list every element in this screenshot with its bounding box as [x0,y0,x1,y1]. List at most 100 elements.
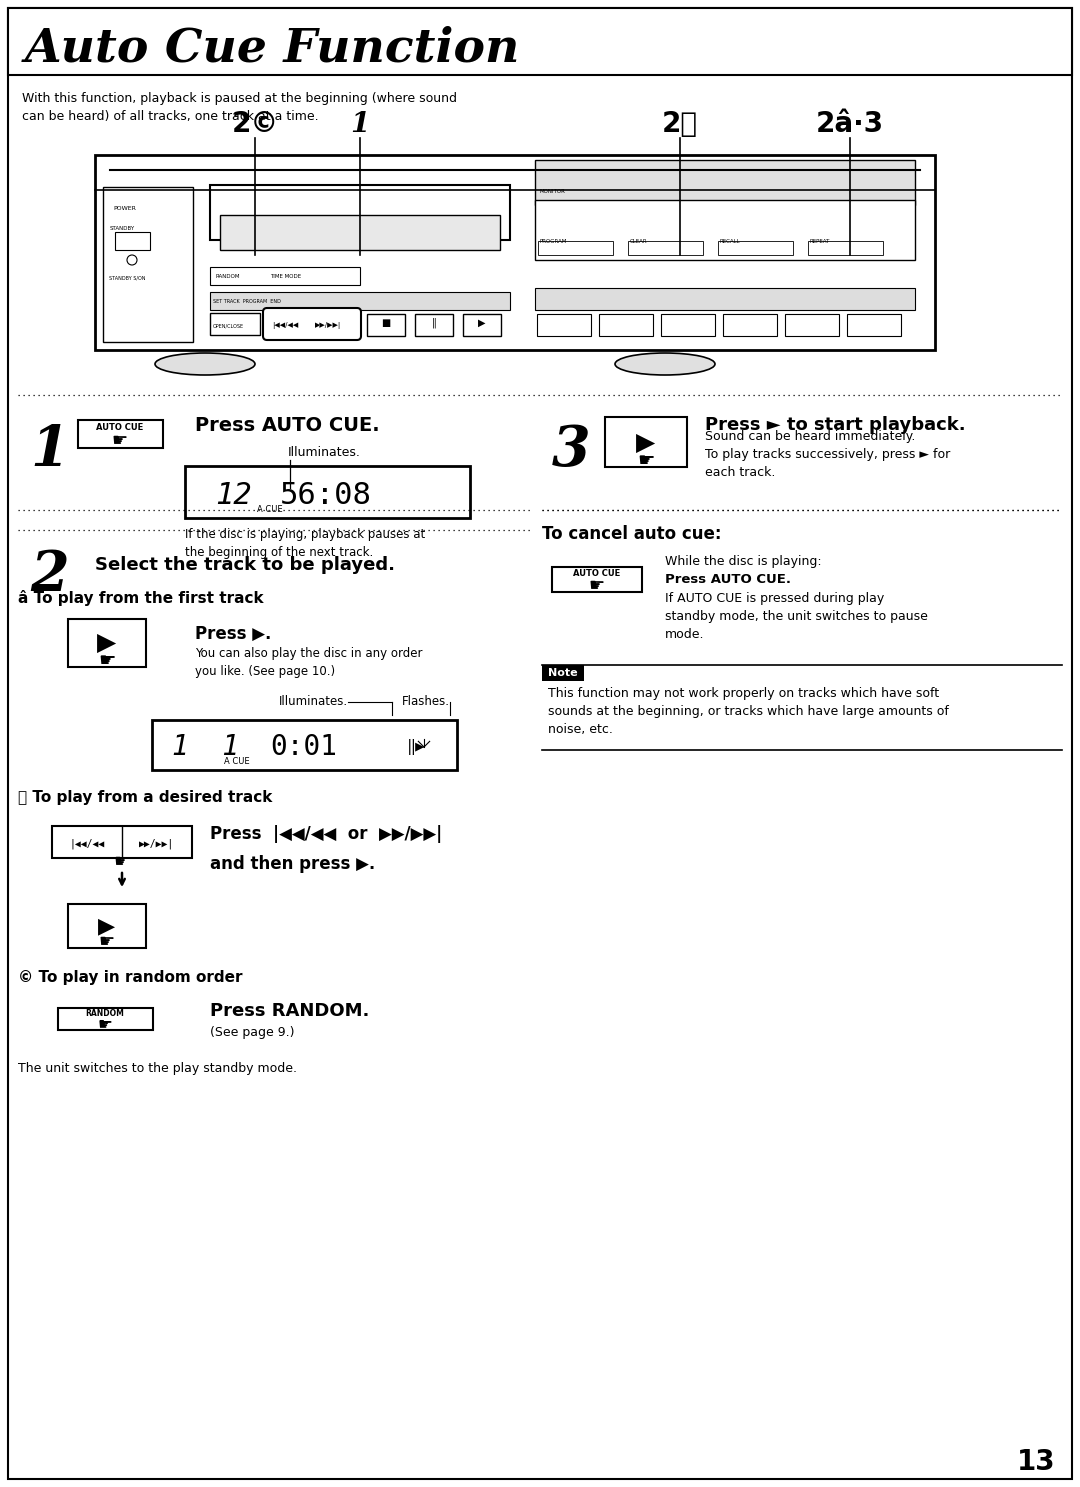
Text: 1: 1 [30,422,69,477]
Text: ▶▶/▶▶|: ▶▶/▶▶| [315,323,341,329]
Text: ■: ■ [381,318,391,329]
Text: 0:01: 0:01 [270,733,337,761]
Bar [723,314,777,336]
Text: STANDBY S/ON: STANDBY S/ON [109,277,146,281]
Text: AUTO CUE: AUTO CUE [96,424,144,433]
Bar [95,155,935,349]
Bar [8,7,1072,74]
Bar [463,314,501,336]
Text: OPEN/CLOSE: OPEN/CLOSE [213,323,244,329]
Text: Press AUTO CUE.: Press AUTO CUE. [195,416,380,436]
Text: ▶: ▶ [98,916,116,935]
Bar [627,241,703,254]
Text: REPEAT: REPEAT [810,239,831,244]
Bar [785,314,839,336]
Text: 3: 3 [552,422,591,477]
Bar [847,314,901,336]
Text: RANDOM: RANDOM [85,1010,124,1019]
Text: You can also play the disc in any order
you like. (See page 10.): You can also play the disc in any order … [195,647,422,678]
Text: 13: 13 [1016,1448,1055,1477]
Text: 1  1: 1 1 [172,733,239,761]
Text: ☛: ☛ [98,650,116,669]
Bar [535,161,915,205]
Text: Press RANDOM.: Press RANDOM. [210,1002,369,1020]
Text: MONITOR: MONITOR [540,189,566,193]
Bar [68,904,146,949]
Text: Illuminates.: Illuminates. [288,446,361,459]
Text: If the disc is playing, playback pauses at
the beginning of the next track.: If the disc is playing, playback pauses … [185,528,426,559]
Text: CLEAR: CLEAR [630,239,648,244]
Text: ☛: ☛ [637,451,654,470]
Text: Ⓑ To play from a desired track: Ⓑ To play from a desired track [18,790,272,804]
Text: Select the track to be played.: Select the track to be played. [95,556,395,574]
Text: |◀◀/◀◀: |◀◀/◀◀ [272,323,298,329]
Text: and then press ▶.: and then press ▶. [210,855,375,873]
Text: 12: 12 [215,480,252,510]
Text: ☛: ☛ [589,577,605,595]
Text: Auto Cue Function: Auto Cue Function [25,25,521,71]
Text: If AUTO CUE is pressed during play
standby mode, the unit switches to pause
mode: If AUTO CUE is pressed during play stand… [665,592,928,641]
Bar [58,1008,153,1030]
Circle shape [127,254,137,265]
Text: A CUE: A CUE [257,506,283,515]
Text: ☛: ☛ [97,1016,112,1033]
Text: Press  |◀◀/◀◀  or  ▶▶/▶▶|: Press |◀◀/◀◀ or ▶▶/▶▶| [210,825,442,843]
Text: â To play from the first track: â To play from the first track [18,590,264,607]
Bar [542,665,584,681]
Text: This function may not work properly on tracks which have soft
sounds at the begi: This function may not work properly on t… [548,687,949,736]
Bar [808,241,883,254]
Bar [718,241,793,254]
Text: ☛: ☛ [112,433,129,451]
Ellipse shape [156,352,255,375]
Text: |◀◀/◀◀: |◀◀/◀◀ [69,839,105,849]
Bar [210,184,510,239]
Text: The unit switches to the play standby mode.: The unit switches to the play standby mo… [18,1062,297,1075]
Text: RANDOM: RANDOM [215,274,240,280]
Text: 2Ⓑ: 2Ⓑ [662,110,698,138]
Bar [535,199,915,260]
Text: SET TRACK  PROGRAM  END: SET TRACK PROGRAM END [213,299,281,303]
Text: ‖▶: ‖▶ [407,739,426,755]
Text: 1: 1 [350,112,369,138]
Text: A CUE: A CUE [224,757,249,766]
Text: ▶: ▶ [478,318,486,329]
Bar [415,314,453,336]
Text: Press ▶.: Press ▶. [195,625,271,642]
Bar [103,187,193,342]
Bar [68,619,146,668]
Text: Press AUTO CUE.: Press AUTO CUE. [665,572,791,586]
Bar [538,241,613,254]
Text: ▶: ▶ [97,630,117,654]
Text: ☛: ☛ [99,932,116,952]
Bar [552,567,642,592]
Text: ▶: ▶ [636,431,656,455]
Text: To play tracks successively, press ► for
each track.: To play tracks successively, press ► for… [705,448,950,479]
Bar [210,291,510,309]
Bar [152,720,457,770]
Text: 2: 2 [30,549,69,604]
Bar [661,314,715,336]
Text: Press ► to start playback.: Press ► to start playback. [705,416,966,434]
Bar [537,314,591,336]
Text: TIME MODE: TIME MODE [270,274,301,280]
Text: POWER: POWER [113,207,136,211]
Bar [220,216,500,250]
Text: Sound can be heard immediately.: Sound can be heard immediately. [705,430,916,443]
Text: With this function, playback is paused at the beginning (where sound
can be hear: With this function, playback is paused a… [22,92,457,123]
Text: Illuminates.: Illuminates. [279,694,348,708]
Bar [535,288,915,309]
Bar [52,825,192,858]
Text: STANDBY: STANDBY [110,226,135,230]
Bar [210,312,260,335]
Ellipse shape [615,352,715,375]
FancyBboxPatch shape [264,308,361,341]
Text: Note: Note [549,668,578,678]
Text: ☛: ☛ [113,854,130,871]
Bar [114,232,150,250]
Text: (See page 9.): (See page 9.) [210,1026,295,1039]
Text: Flashes.: Flashes. [402,694,450,708]
Text: 2©: 2© [231,110,279,138]
Bar [185,465,470,517]
Text: RECALL: RECALL [720,239,741,244]
Text: 56:08: 56:08 [280,480,372,510]
